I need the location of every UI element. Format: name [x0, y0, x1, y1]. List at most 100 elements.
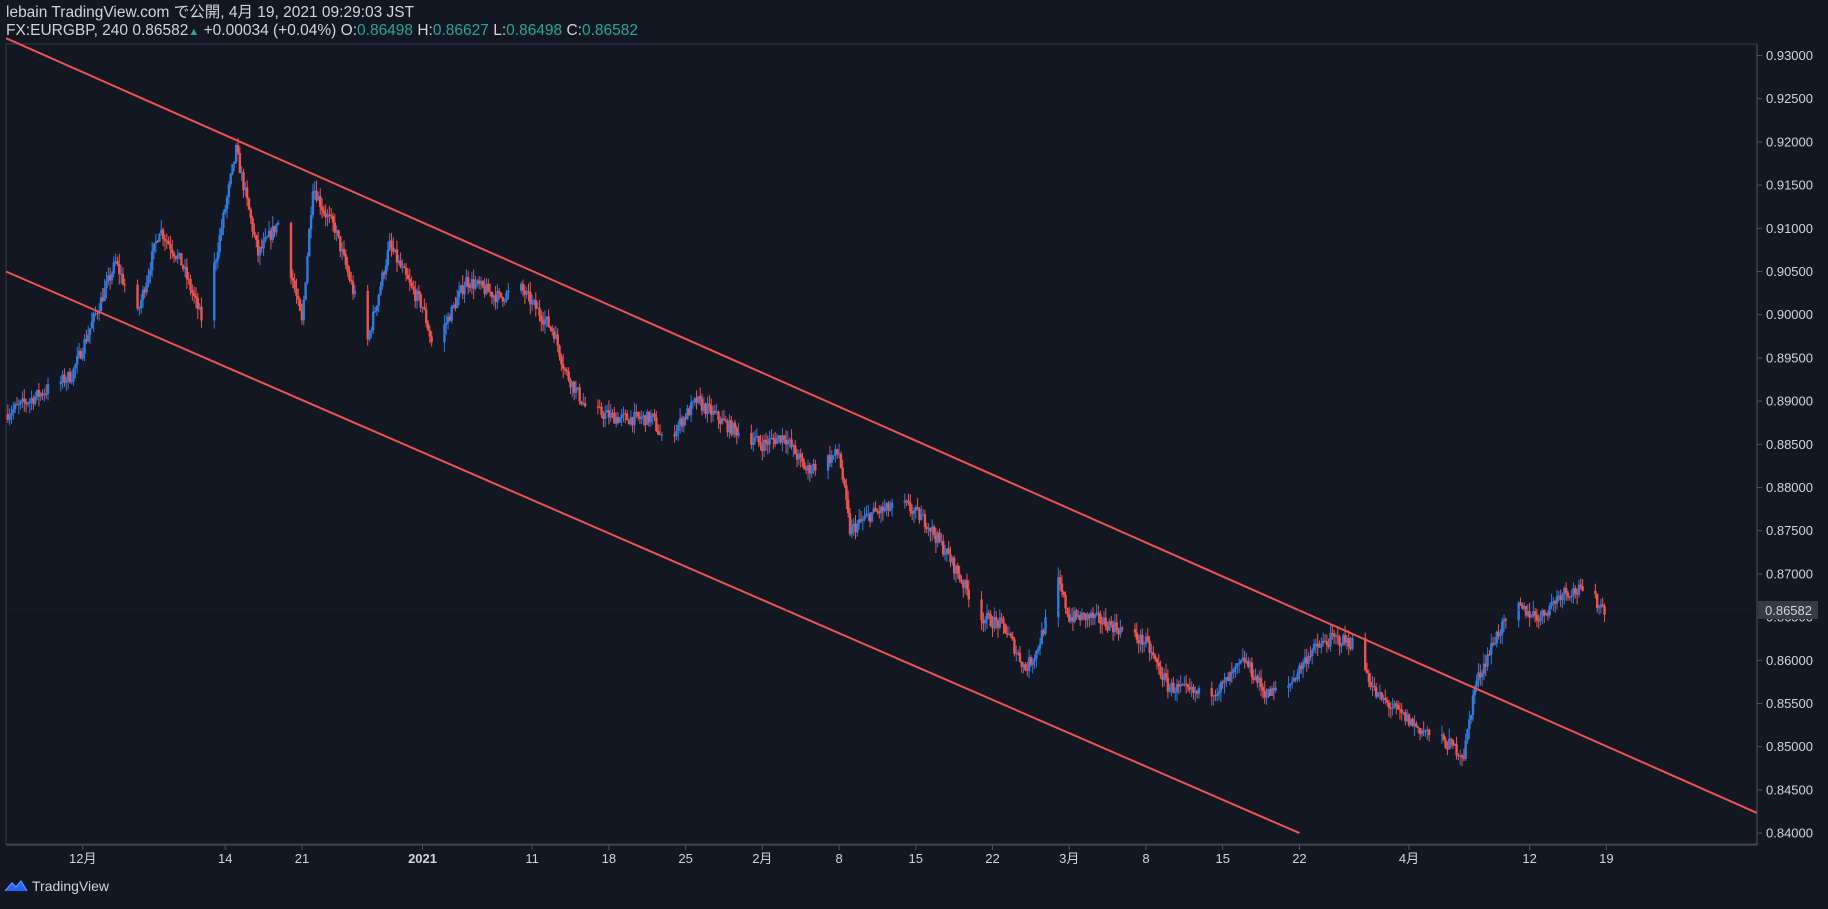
candle-body [762, 439, 766, 452]
candle-body [889, 508, 892, 511]
candle-body [784, 439, 788, 445]
tradingview-logo-icon[interactable] [4, 879, 28, 893]
candle-body [445, 322, 448, 325]
candle-body [874, 507, 877, 512]
candle-body [1141, 634, 1144, 645]
candle-body [962, 582, 965, 588]
candle-body [1462, 757, 1466, 759]
candle-body [401, 266, 404, 268]
candle-body [521, 283, 525, 291]
time-axis[interactable]: 12月 14 21 2021 11 18 25 2月 8 15 22 3月 8 15 22 4月 12 19 [69, 845, 1614, 866]
candle-body [1267, 689, 1270, 698]
candle-body [777, 435, 780, 439]
candle-body [952, 557, 956, 574]
candle-body [1117, 630, 1120, 635]
candle-body [719, 420, 722, 424]
price-tick-label: 0.87500 [1766, 523, 1813, 538]
candle-body [459, 285, 463, 292]
time-tick-label: 11 [525, 851, 539, 866]
candle-body [947, 548, 950, 555]
candle-body [145, 282, 148, 293]
candle-body [569, 379, 572, 388]
chart-header: lebain TradingView.com で公開, 4月 19, 2021 … [6, 4, 638, 41]
candle-body [558, 345, 561, 357]
candle-body [1351, 638, 1354, 649]
candle-body [704, 403, 707, 415]
candle-body [414, 289, 417, 302]
candle-body [79, 350, 83, 359]
candle-body [1005, 633, 1009, 635]
candle-body [499, 292, 503, 298]
candle-body [315, 190, 318, 201]
candle-body [1026, 669, 1029, 671]
candle-body [850, 525, 854, 535]
candle-body [88, 328, 92, 335]
candle-body [724, 420, 727, 422]
time-tick-label: 12月 [69, 851, 96, 866]
price-tick-label: 0.88500 [1766, 437, 1813, 452]
candle-body [187, 278, 190, 280]
candle-body [1364, 638, 1367, 671]
brand-label[interactable]: TradingView [32, 878, 110, 894]
candle-body [1402, 712, 1405, 714]
candle-body [808, 465, 812, 474]
candle-body [846, 499, 850, 514]
candle-body [85, 339, 88, 342]
candle-body [1088, 614, 1091, 618]
candle-body [191, 290, 194, 294]
candle-body [680, 418, 684, 427]
candle-body [1420, 730, 1424, 735]
candle-body [1102, 617, 1106, 624]
candle-body [300, 310, 304, 321]
candle-body [1305, 657, 1308, 664]
candle-body [426, 323, 430, 331]
candle-body [582, 403, 585, 405]
candle-body [810, 470, 813, 474]
candle-body [713, 410, 717, 413]
symbol-label[interactable]: FX:EURGBP, 240 [6, 22, 129, 39]
last-price-badge-text: 0.86582 [1765, 603, 1812, 618]
channel-trendline[interactable] [5, 270, 1300, 835]
candle-body [828, 455, 832, 463]
candle-body [1031, 661, 1034, 665]
candle-body [929, 527, 932, 532]
candle-body [96, 313, 99, 315]
candle-body [651, 413, 654, 416]
candle-body [337, 230, 340, 237]
candle-body [271, 226, 274, 240]
candle-body [1469, 714, 1473, 720]
candle-body [169, 244, 172, 250]
candle-body [457, 291, 461, 298]
candle-body [788, 439, 791, 441]
candle-body [1256, 675, 1259, 683]
candle-body [83, 339, 86, 354]
trendlines[interactable] [5, 37, 1758, 835]
candle-body [923, 514, 927, 527]
channel-trendline[interactable] [5, 37, 1706, 791]
candle-body [530, 300, 534, 305]
candle-body [1181, 684, 1184, 686]
candle-body [541, 321, 545, 325]
candle-body [1190, 686, 1193, 690]
candle-body [830, 455, 833, 463]
candle-body [1082, 612, 1086, 614]
candle-body [638, 416, 642, 419]
candle-body [23, 398, 26, 403]
candle-body [1599, 604, 1603, 608]
candle-body [618, 417, 622, 423]
time-tick-label: 8 [1142, 851, 1149, 866]
candle-body [1029, 657, 1033, 665]
candle-body [220, 228, 223, 236]
candle-body [711, 410, 715, 415]
candle-body [1179, 684, 1182, 687]
candle-body [1292, 678, 1296, 682]
candle-body [397, 260, 400, 263]
candle-body [138, 308, 141, 310]
price-axis[interactable]: 0.84000 0.84500 0.85000 0.85500 0.86000 0.865… [1757, 48, 1813, 841]
candle-body [366, 290, 369, 340]
candle-body [1269, 689, 1272, 696]
candle-body [275, 224, 278, 233]
time-tick-label: 18 [602, 851, 616, 866]
candle-body [938, 532, 941, 542]
